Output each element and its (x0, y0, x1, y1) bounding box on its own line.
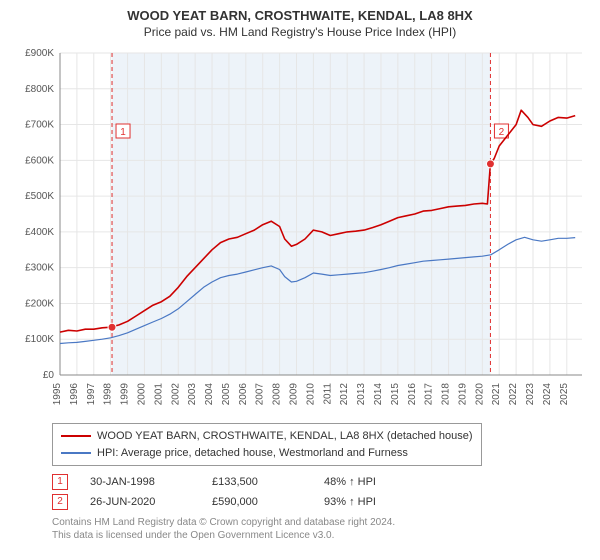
svg-text:2018: 2018 (441, 383, 452, 406)
legend-swatch (61, 452, 91, 454)
svg-text:1996: 1996 (69, 383, 80, 406)
svg-text:2001: 2001 (153, 383, 164, 406)
svg-text:2002: 2002 (170, 383, 181, 406)
legend-item: HPI: Average price, detached house, West… (61, 445, 473, 462)
svg-text:2020: 2020 (474, 383, 485, 406)
license-text: Contains HM Land Registry data © Crown c… (52, 516, 588, 542)
svg-text:2021: 2021 (491, 383, 502, 406)
svg-text:£200K: £200K (25, 298, 54, 309)
svg-text:2015: 2015 (390, 383, 401, 406)
svg-text:2: 2 (499, 127, 505, 138)
transaction-row: 1 30-JAN-1998 £133,500 48% ↑ HPI (52, 474, 588, 490)
legend-label: HPI: Average price, detached house, West… (97, 445, 408, 462)
svg-text:£900K: £900K (25, 48, 54, 59)
chart-container: WOOD YEAT BARN, CROSTHWAITE, KENDAL, LA8… (0, 0, 600, 548)
transaction-hpi: 48% ↑ HPI (324, 476, 414, 488)
legend-item: WOOD YEAT BARN, CROSTHWAITE, KENDAL, LA8… (61, 428, 473, 445)
svg-text:2024: 2024 (542, 383, 553, 406)
svg-text:2012: 2012 (339, 383, 350, 406)
svg-text:£400K: £400K (25, 227, 54, 238)
line-chart: £0 £100K £200K £300K £400K £500K £600K £700K £80… (12, 45, 588, 415)
svg-text:2000: 2000 (136, 383, 147, 406)
chart-title: WOOD YEAT BARN, CROSTHWAITE, KENDAL, LA8… (12, 8, 588, 23)
license-line-2: This data is licensed under the Open Gov… (52, 529, 588, 542)
legend-label: WOOD YEAT BARN, CROSTHWAITE, KENDAL, LA8… (97, 428, 473, 445)
svg-text:2025: 2025 (559, 383, 570, 406)
svg-text:2014: 2014 (373, 383, 384, 406)
svg-text:1998: 1998 (103, 383, 114, 406)
chart-subtitle: Price paid vs. HM Land Registry's House … (12, 25, 588, 39)
svg-text:2011: 2011 (322, 383, 333, 405)
svg-text:2007: 2007 (255, 383, 266, 406)
svg-text:£600K: £600K (25, 155, 54, 166)
transaction-date: 30-JAN-1998 (90, 476, 190, 488)
svg-text:2008: 2008 (272, 383, 283, 406)
transaction-row: 2 26-JUN-2020 £590,000 93% ↑ HPI (52, 494, 588, 510)
plot-area: £0 £100K £200K £300K £400K £500K £600K £700K £80… (12, 45, 588, 415)
svg-text:1995: 1995 (52, 383, 63, 406)
svg-text:1997: 1997 (86, 383, 97, 406)
svg-text:2003: 2003 (187, 383, 198, 406)
svg-text:2006: 2006 (238, 383, 249, 406)
svg-text:£0: £0 (43, 370, 55, 381)
svg-text:£500K: £500K (25, 191, 54, 202)
svg-text:2017: 2017 (424, 383, 435, 406)
transaction-date: 26-JUN-2020 (90, 496, 190, 508)
marker-badge: 1 (52, 474, 68, 490)
transaction-price: £133,500 (212, 476, 302, 488)
svg-text:£800K: £800K (25, 84, 54, 95)
svg-text:1999: 1999 (120, 383, 131, 406)
svg-text:2009: 2009 (289, 383, 300, 406)
legend-swatch (61, 435, 91, 437)
svg-text:2004: 2004 (204, 383, 215, 406)
svg-text:2023: 2023 (525, 383, 536, 406)
transaction-hpi: 93% ↑ HPI (324, 496, 414, 508)
marker-badge: 2 (52, 494, 68, 510)
transaction-price: £590,000 (212, 496, 302, 508)
license-line-1: Contains HM Land Registry data © Crown c… (52, 516, 588, 529)
svg-text:2022: 2022 (508, 383, 519, 406)
svg-text:1: 1 (120, 127, 126, 138)
svg-text:£700K: £700K (25, 120, 54, 131)
svg-text:£100K: £100K (25, 334, 54, 345)
transactions-list: 1 30-JAN-1998 £133,500 48% ↑ HPI 2 26-JUN-202… (52, 474, 588, 510)
svg-text:2016: 2016 (407, 383, 418, 406)
svg-text:2019: 2019 (457, 383, 468, 406)
svg-text:2005: 2005 (221, 383, 232, 406)
svg-text:2013: 2013 (356, 383, 367, 406)
legend: WOOD YEAT BARN, CROSTHWAITE, KENDAL, LA8… (52, 423, 482, 466)
svg-text:£300K: £300K (25, 263, 54, 274)
svg-text:2010: 2010 (305, 383, 316, 406)
